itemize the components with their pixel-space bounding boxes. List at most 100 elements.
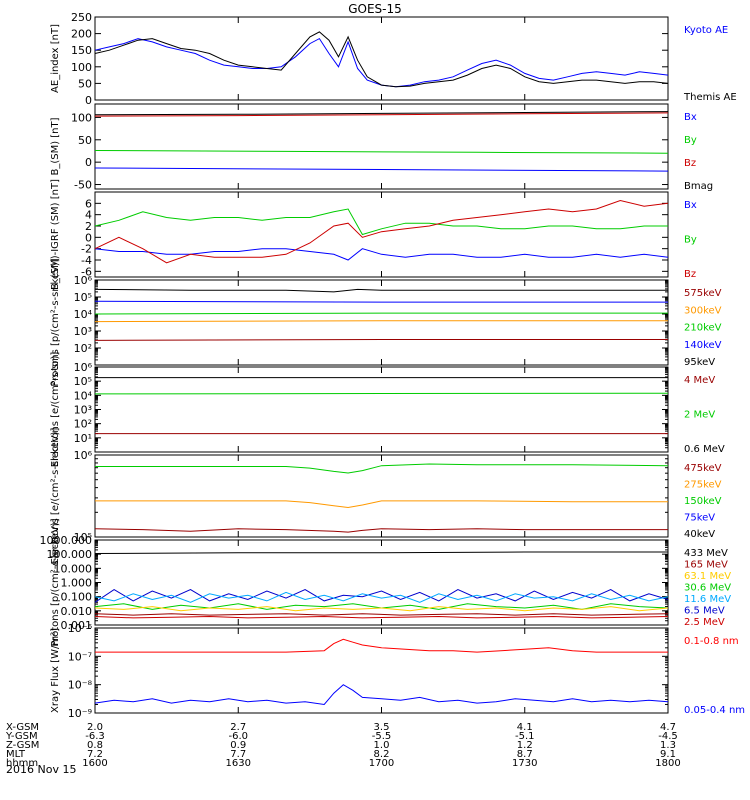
series-line-95kev xyxy=(94,288,668,293)
legend-entry: 165 MeV xyxy=(684,560,728,571)
series-line-0-1-0-8-nm xyxy=(95,638,668,653)
axis-row-value: 1.3 xyxy=(660,740,676,751)
y-tick-label: 10⁻⁹ xyxy=(68,707,92,720)
panel-6: 10⁵ 10⁶ Electrons [e/(cm²-s-sr-keV)] 475keV… xyxy=(50,427,722,564)
legend-entry: 75keV xyxy=(684,513,715,524)
series-line-140kev xyxy=(94,300,668,303)
series-line-2-mev xyxy=(94,392,669,395)
axis-row-value: 1800 xyxy=(655,758,680,769)
series-line-433-mev xyxy=(94,551,668,554)
legend-entry: 433 MeV xyxy=(684,548,728,559)
series-line-bmag xyxy=(94,111,669,116)
series-line-6-5-mev xyxy=(94,589,669,603)
legend-entry: 575keV xyxy=(684,288,722,299)
y-tick-label: 4 xyxy=(85,209,92,222)
y-tick-label: 10⁻⁸ xyxy=(68,679,93,692)
legend-entry: Themis AE xyxy=(683,92,737,103)
panel-1: 0 50 100 150 200 250 AE_index [nT] Kyoto AE Them… xyxy=(50,11,737,107)
series-line-475kev xyxy=(94,528,668,533)
series-line-300kev xyxy=(94,320,668,323)
date-label: 2016 Nov 15 xyxy=(6,763,76,776)
panel-frame xyxy=(94,103,669,190)
y-tick-label: 10.000 xyxy=(54,562,93,575)
y-tick-label: -2 xyxy=(81,243,92,256)
y-tick-label: -4 xyxy=(81,254,92,267)
series-line-2-5-mev xyxy=(94,615,669,619)
series-line-themis-ae xyxy=(94,31,669,88)
series-line-150kev xyxy=(95,463,669,474)
panel-frame xyxy=(94,454,669,538)
axis-row-label: X-GSM xyxy=(6,722,39,733)
y-tick-label: 10² xyxy=(74,342,92,355)
axis-row-value: 8.2 xyxy=(374,749,390,760)
series-line-by xyxy=(94,208,668,236)
y-tick-label: 150 xyxy=(71,44,92,57)
y-axis-label: Electrons [e/(cm²-s-sr-keV)] xyxy=(50,427,61,564)
y-axis-label: B_(SM)-IGRF (SM) [nT] xyxy=(50,179,61,290)
legend-entry: 150keV xyxy=(684,496,722,507)
series-line-bz xyxy=(94,199,669,264)
y-axis-label: Electrons [e/(cm²-s-sr)] xyxy=(50,352,61,468)
y-tick-label: 0.001 xyxy=(61,619,93,632)
axis-row-value: -5.5 xyxy=(372,731,392,742)
series-line-575kev xyxy=(94,339,668,341)
legend-entry: 95keV xyxy=(684,357,715,368)
y-tick-label: 10⁵ xyxy=(74,531,92,544)
axis-row-value: 1600 xyxy=(82,758,107,769)
axis-row-value: 9.1 xyxy=(660,749,676,760)
y-axis-label: Protons [p/(cm²-s-sr-keV)] xyxy=(50,518,61,646)
y-tick-label: 0 xyxy=(85,94,92,107)
axis-row-label: MLT xyxy=(6,749,26,760)
y-tick-label: 10⁻⁷ xyxy=(68,650,92,663)
axis-row-value: 1.0 xyxy=(374,740,390,751)
y-tick-label: 10⁶ xyxy=(74,274,93,287)
y-tick-label: 10³ xyxy=(74,404,92,417)
series-line-bx xyxy=(94,167,669,172)
axis-row-value: 1630 xyxy=(226,758,251,769)
legend-entry: 0.6 MeV xyxy=(684,444,725,455)
series-line-kyoto-ae xyxy=(94,37,669,88)
axis-row-value: 1700 xyxy=(369,758,394,769)
legend-entry: Bx xyxy=(684,200,697,211)
y-tick-label: 10⁻⁶ xyxy=(68,622,93,635)
axis-row-label: Z-GSM xyxy=(6,740,39,751)
axis-row-value: 7.2 xyxy=(87,749,103,760)
y-tick-label: 10⁶ xyxy=(74,449,93,462)
series-line-0-05-0-4-nm xyxy=(94,684,669,706)
y-tick-label: 50 xyxy=(78,77,92,90)
legend-entry: Bmag xyxy=(684,181,713,192)
legend-entry: 2.5 MeV xyxy=(684,617,725,628)
axis-row-value: -4.5 xyxy=(658,731,678,742)
y-tick-label: 0 xyxy=(85,231,92,244)
panel-frame xyxy=(94,366,669,453)
legend-entry: 300keV xyxy=(684,305,722,316)
y-axis-label: Xray Flux [W/m²] xyxy=(50,628,61,713)
series-line-275kev xyxy=(95,500,668,509)
axis-row-value: 2.7 xyxy=(230,722,246,733)
legend-entry: 40keV xyxy=(684,529,715,540)
series-line-by xyxy=(94,150,669,154)
legend-entry: 11.6 MeV xyxy=(684,594,731,605)
y-tick-label: 10⁴ xyxy=(74,308,93,321)
y-tick-label: 10⁴ xyxy=(74,389,93,402)
y-tick-label: 10⁵ xyxy=(74,291,92,304)
y-tick-label: 10¹ xyxy=(74,432,92,445)
panel-frame xyxy=(94,16,669,101)
legend-entry: 0.05-0.4 nm xyxy=(684,705,745,716)
axis-row-value: 0.9 xyxy=(230,740,246,751)
panel-frame xyxy=(94,191,669,278)
axis-row-value: 0.8 xyxy=(87,740,103,751)
y-tick-label: 100 xyxy=(71,111,92,124)
y-tick-label: 1.000 xyxy=(61,577,93,590)
series-line-165-mev xyxy=(94,613,669,616)
legend-entry: 210keV xyxy=(684,323,722,334)
series-line-63-1-mev xyxy=(94,606,669,612)
legend-entry: Bz xyxy=(684,158,696,169)
panel-2: -50 0 50 100 B_(SM) [nT] Bx By Bz Bmag xyxy=(50,103,713,192)
